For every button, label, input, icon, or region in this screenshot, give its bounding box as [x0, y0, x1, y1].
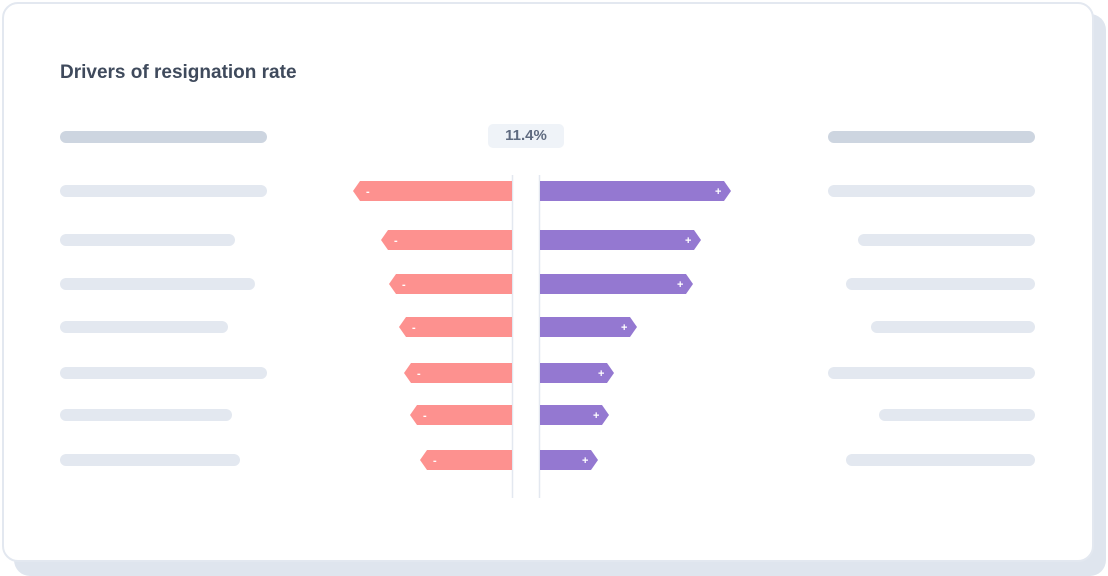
left-label-placeholder	[60, 367, 267, 379]
positive-marker: +	[598, 368, 604, 380]
positive-bar	[540, 181, 731, 201]
positive-marker: +	[715, 186, 721, 198]
left-label-placeholder	[60, 321, 228, 333]
right-header-placeholder	[828, 131, 1035, 143]
negative-marker: -	[423, 410, 427, 422]
negative-bar	[389, 274, 512, 294]
left-label-placeholder	[60, 278, 255, 290]
right-label-placeholder	[879, 409, 1035, 421]
right-label-placeholder	[846, 278, 1035, 290]
positive-bar	[540, 317, 637, 337]
chart-title: Drivers of resignation rate	[60, 62, 297, 83]
negative-bar	[410, 405, 512, 425]
negative-marker: -	[402, 279, 406, 291]
right-label-placeholder	[871, 321, 1035, 333]
center-value-badge: 11.4%	[488, 124, 564, 148]
positive-bar	[540, 450, 598, 470]
negative-marker: -	[366, 186, 370, 198]
right-label-placeholder	[828, 185, 1035, 197]
right-label-placeholder	[858, 234, 1035, 246]
right-label-placeholder	[828, 367, 1035, 379]
negative-bar	[420, 450, 512, 470]
negative-marker: -	[433, 455, 437, 467]
negative-bar	[404, 363, 512, 383]
negative-marker: -	[394, 235, 398, 247]
positive-marker: +	[582, 455, 588, 467]
left-header-placeholder	[60, 131, 267, 143]
positive-marker: +	[593, 410, 599, 422]
positive-marker: +	[685, 235, 691, 247]
positive-marker: +	[677, 279, 683, 291]
left-label-placeholder	[60, 454, 240, 466]
negative-bar	[353, 181, 512, 201]
positive-bar	[540, 274, 693, 294]
negative-bar	[399, 317, 512, 337]
negative-marker: -	[417, 368, 421, 380]
negative-bar	[381, 230, 512, 250]
positive-bar	[540, 405, 609, 425]
left-label-placeholder	[60, 185, 267, 197]
positive-marker: +	[621, 322, 627, 334]
left-label-placeholder	[60, 409, 232, 421]
left-label-placeholder	[60, 234, 235, 246]
positive-bar	[540, 363, 614, 383]
right-label-placeholder	[846, 454, 1035, 466]
negative-marker: -	[412, 322, 416, 334]
positive-bar	[540, 230, 701, 250]
